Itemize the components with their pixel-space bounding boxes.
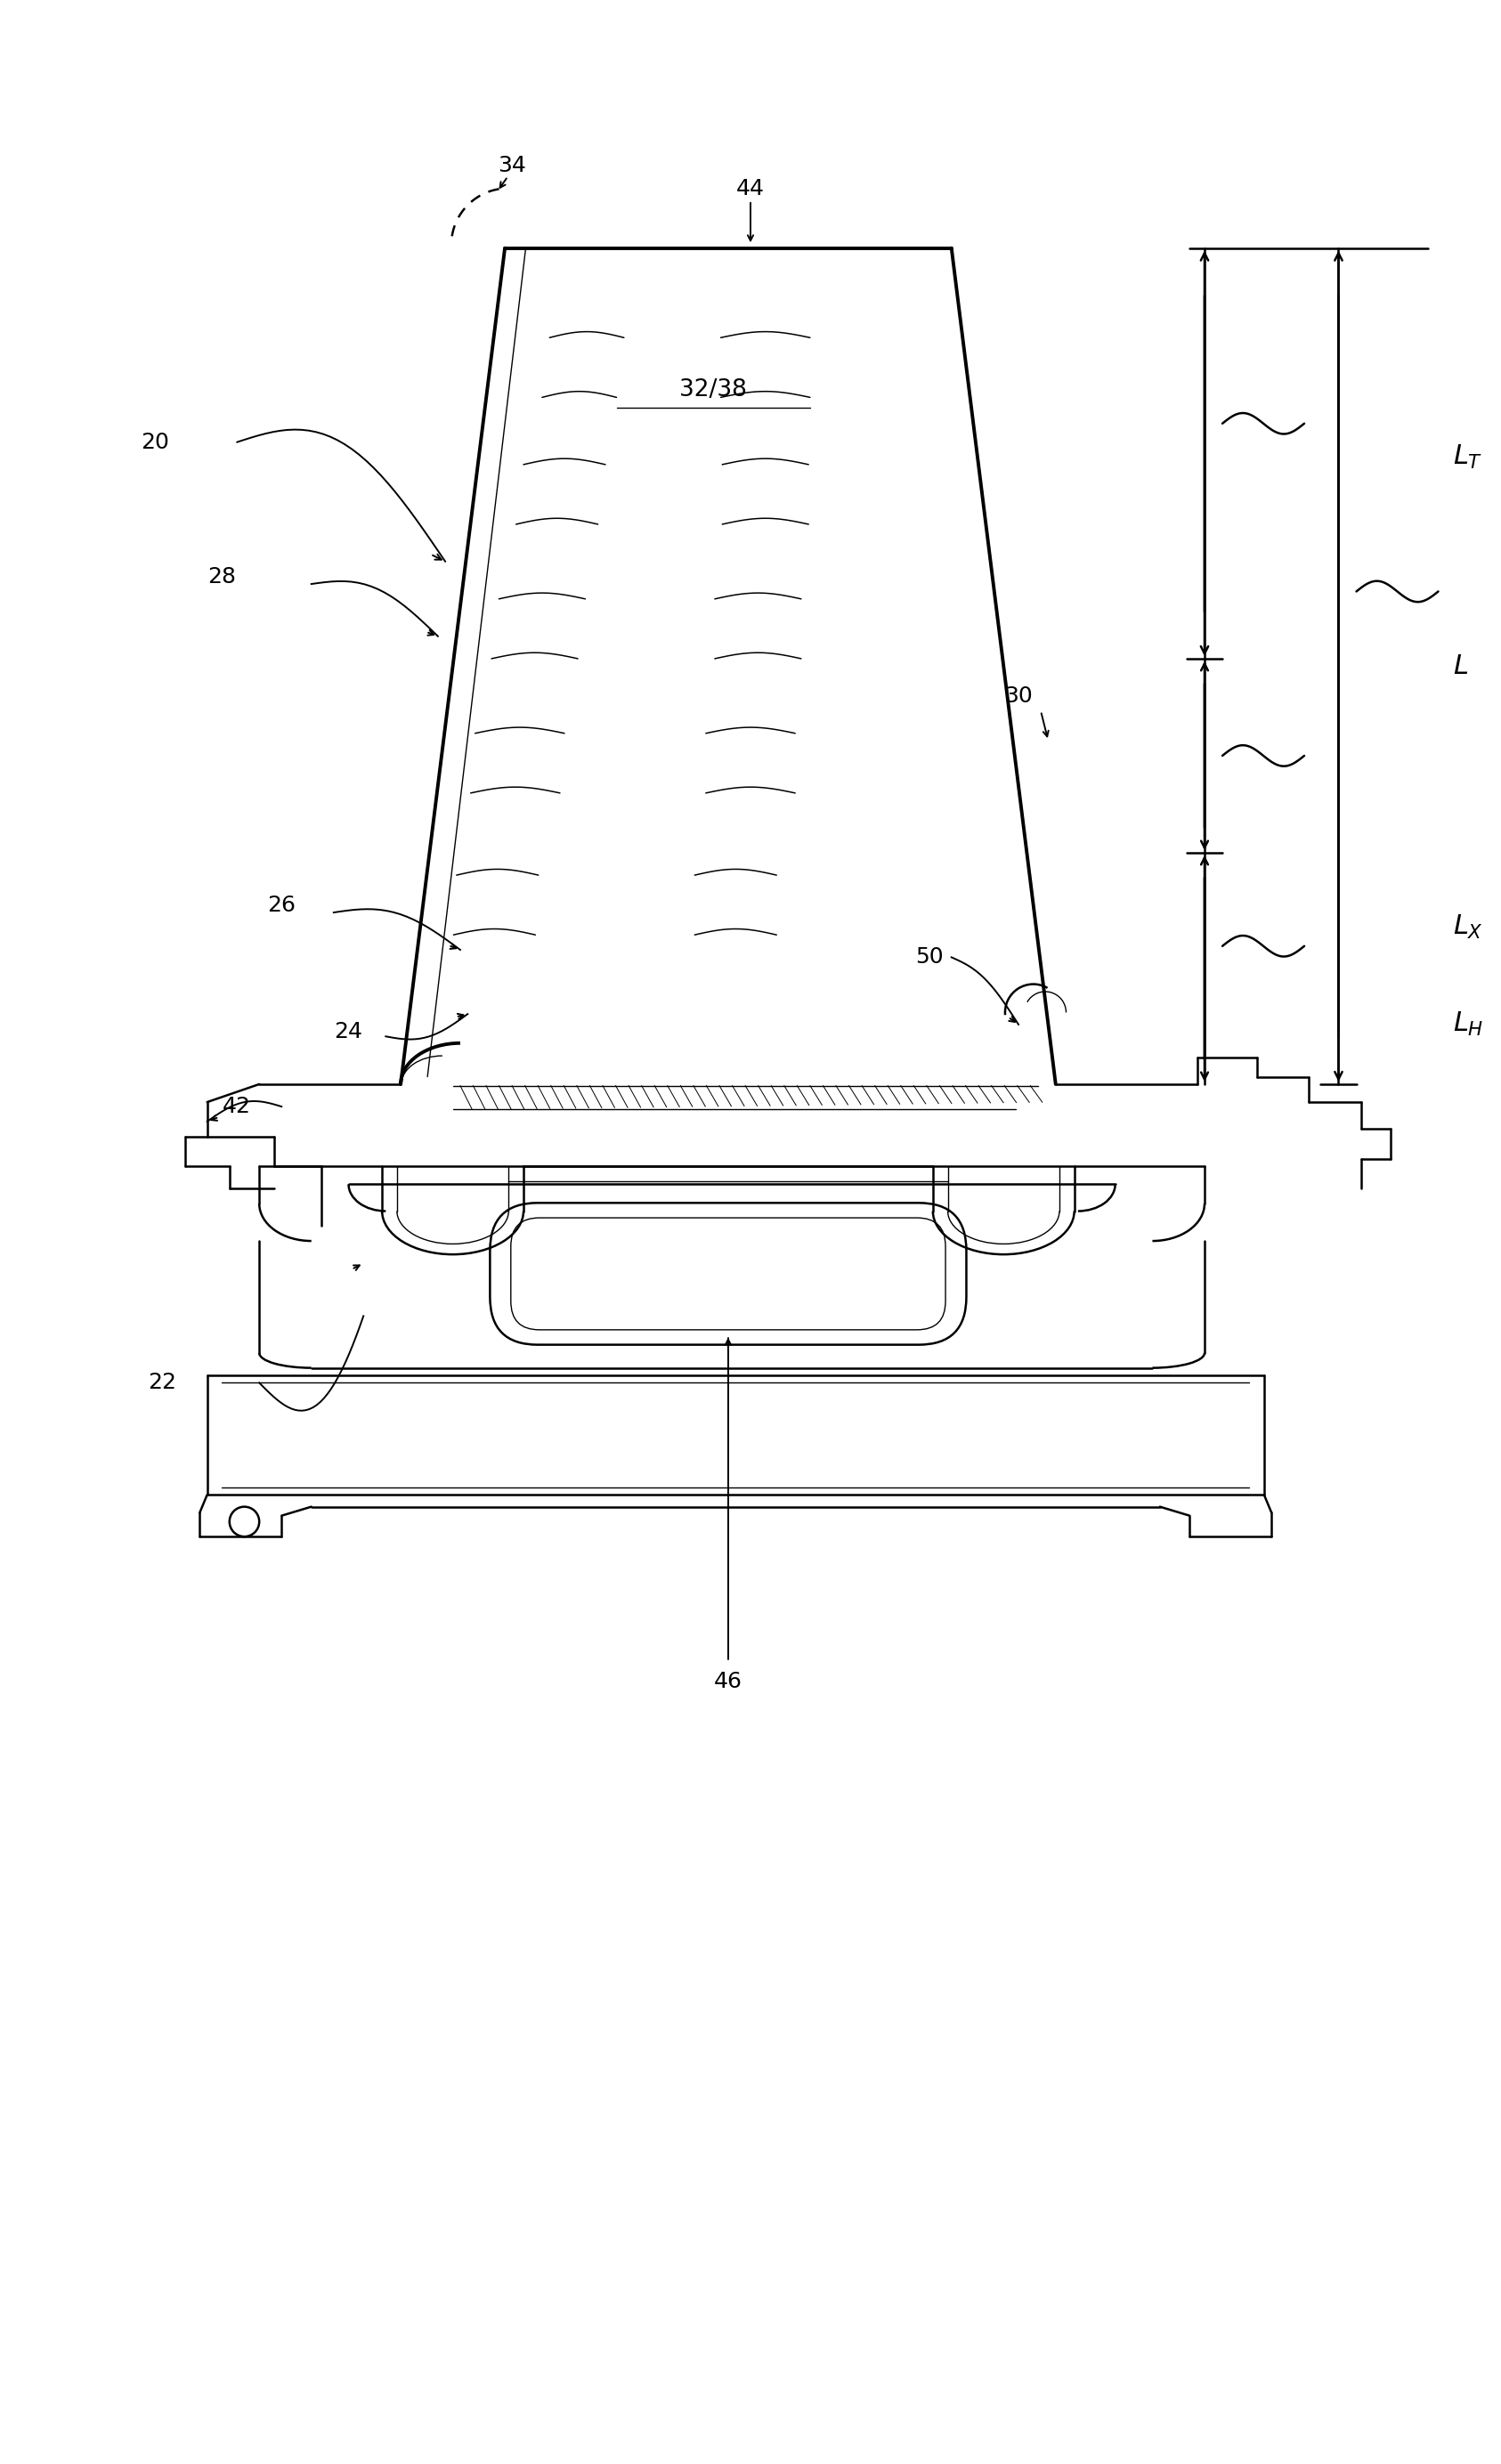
Text: 20: 20: [141, 431, 170, 453]
Text: 26: 26: [267, 894, 296, 917]
Text: 32/38: 32/38: [680, 379, 747, 402]
Text: 50: 50: [916, 946, 943, 968]
Text: 34: 34: [498, 155, 527, 177]
Text: 30: 30: [1004, 685, 1033, 707]
Text: 24: 24: [335, 1020, 363, 1042]
Text: $L$: $L$: [1453, 653, 1468, 680]
Text: 46: 46: [714, 1671, 743, 1693]
Text: $L_X$: $L_X$: [1453, 914, 1483, 941]
Text: 42: 42: [222, 1096, 251, 1116]
Text: $L_T$: $L_T$: [1453, 444, 1483, 471]
Text: 22: 22: [149, 1372, 177, 1395]
Text: 44: 44: [737, 177, 764, 200]
Text: 28: 28: [207, 567, 236, 586]
Text: $L_H$: $L_H$: [1453, 1010, 1484, 1037]
